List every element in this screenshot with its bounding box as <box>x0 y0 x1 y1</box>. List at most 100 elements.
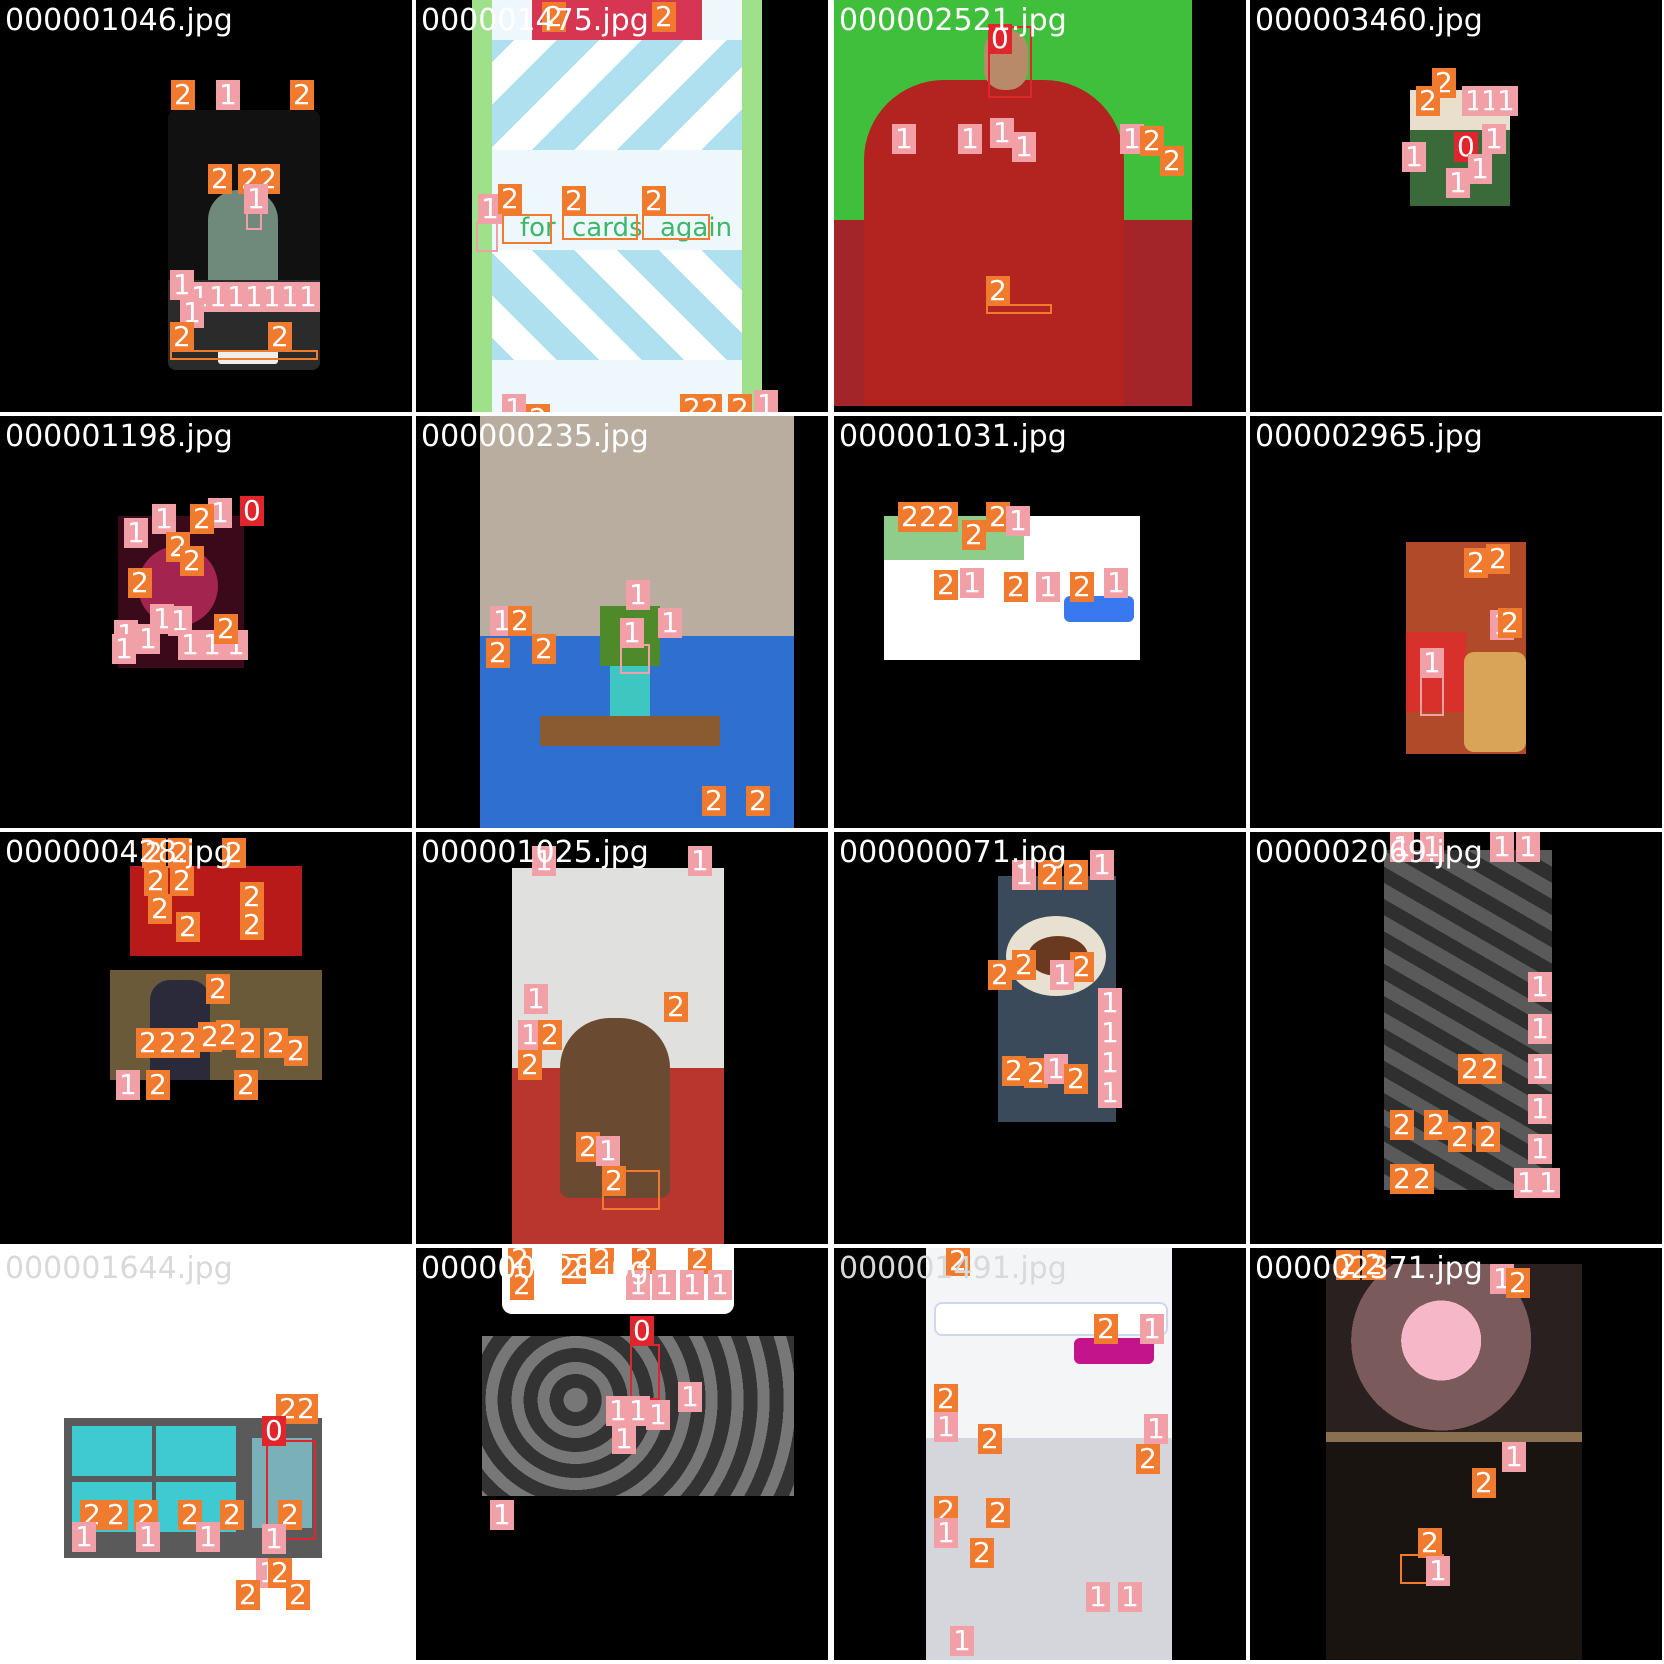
class-label: 2 <box>208 164 232 194</box>
class-label: 2 <box>240 910 264 940</box>
tile[interactable]: 000001025.jpg 1 1 1 1 2 2 2 2 1 2 <box>416 832 828 1244</box>
keyboard-screenshot <box>926 1248 1172 1660</box>
class-label: 2 <box>562 186 586 216</box>
class-label: 2 <box>1024 1058 1048 1088</box>
tile[interactable]: 000002069.jpg 1 1 1 1 1 2 2 1 2 2 2 2 1 … <box>1250 832 1662 1244</box>
class-label: 2 <box>632 1248 656 1274</box>
class-label: 2 <box>1012 950 1036 980</box>
class-label: 2 <box>234 1070 258 1100</box>
class-label: 1 <box>224 282 248 312</box>
class-label: 2 <box>576 1132 600 1162</box>
class-label: 2 <box>986 1498 1010 1528</box>
class-label: 2 <box>508 1248 532 1274</box>
class-label: 1 <box>1516 832 1540 862</box>
class-label: 1 <box>1006 506 1030 536</box>
class-label: 2 <box>1064 1064 1088 1094</box>
class-label: 1 <box>754 390 778 412</box>
class-label: 2 <box>1094 1314 1118 1344</box>
class-label: 1 <box>680 1270 704 1300</box>
class-label: 2 <box>171 80 195 110</box>
class-label: 1 <box>244 184 268 214</box>
detection-box <box>562 214 638 240</box>
tile[interactable]: 000002521.jpg 0 1 1 1 1 1 2 2 2 <box>834 0 1246 412</box>
class-label: 1 <box>1536 1168 1560 1198</box>
tile[interactable]: 000000128.jpg 2 2 2 2 2 2 1 1 1 1 0 1 1 … <box>416 1248 828 1660</box>
tile[interactable]: 000001644.jpg 2 2 0 2 2 2 2 2 2 1 1 1 1 … <box>0 1248 412 1660</box>
class-label: 1 <box>124 518 148 548</box>
class-label: 2 <box>652 2 676 32</box>
class-label: 2 <box>986 276 1010 306</box>
class-label: 1 <box>1036 572 1060 602</box>
tile[interactable]: 000000428.jpg 2 2 2 2 2 2 2 2 2 2 2 2 2 … <box>0 832 412 1244</box>
class-label: 1 <box>1528 1134 1552 1164</box>
class-label: 2 <box>216 1020 240 1050</box>
detection-box <box>502 214 552 244</box>
game-word: for <box>520 213 556 243</box>
class-label: 1 <box>1098 988 1122 1018</box>
class-label: 1 <box>490 1500 514 1530</box>
class-label: 1 <box>532 846 556 876</box>
file-name: 000002521.jpg <box>839 3 1067 38</box>
tile[interactable]: 000000071.jpg 1 2 2 1 2 2 2 1 1 1 1 1 2 … <box>834 832 1246 1244</box>
class-label: 1 <box>524 984 548 1014</box>
tile[interactable]: 000003460.jpg 2 2 1 1 1 1 0 1 1 1 <box>1250 0 1662 412</box>
class-label: 1 <box>1468 154 1492 184</box>
class-label: 2 <box>290 80 314 110</box>
class-label: 2 <box>934 502 958 532</box>
class-label: 1 <box>170 270 194 300</box>
class-label: 2 <box>170 866 194 896</box>
tile[interactable]: 000002965.jpg 2 2 1 2 1 <box>1250 416 1662 828</box>
class-label: 2 <box>294 1394 318 1424</box>
tile[interactable]: 000001031.jpg 2 2 2 2 2 1 2 1 2 1 2 1 <box>834 416 1246 828</box>
class-label: 1 <box>934 1518 958 1548</box>
class-label: 1 <box>1012 132 1036 162</box>
file-name: 000003460.jpg <box>1255 3 1483 38</box>
tile[interactable]: 000002371.jpg 2 2 1 2 1 2 2 1 <box>1250 1248 1662 1660</box>
class-label: 1 <box>116 1070 140 1100</box>
tile[interactable]: 000001491.jpg 2 2 1 2 1 2 1 2 2 2 1 1 2 … <box>834 1248 1246 1660</box>
class-label: 1 <box>180 298 204 328</box>
class-label: 1 <box>296 282 320 312</box>
class-label: 0 <box>240 496 264 526</box>
class-label: 1 <box>260 282 284 312</box>
class-label: 2 <box>1506 1268 1530 1298</box>
class-label: 2 <box>680 394 704 412</box>
tile[interactable]: 000001046.jpg 2 1 2 2 2 2 1 1 1 1 1 1 1 … <box>0 0 412 412</box>
class-label: 1 <box>1140 1314 1164 1344</box>
class-label: 1 <box>1490 832 1514 862</box>
file-name: 000002371.jpg <box>1255 1251 1483 1286</box>
class-label: 2 <box>286 1580 310 1610</box>
class-label: 1 <box>242 282 266 312</box>
class-label: 0 <box>630 1316 654 1346</box>
file-name: 000001025.jpg <box>421 835 649 870</box>
tile[interactable]: 000001198.jpg 0 1 1 2 2 1 2 2 1 1 1 1 1 … <box>0 416 412 828</box>
class-label: 1 <box>620 618 644 648</box>
class-label: 2 <box>236 1580 260 1610</box>
class-label: 1 <box>606 1396 630 1426</box>
tile[interactable]: 000000235.jpg 1 1 2 1 2 2 1 2 2 <box>416 416 828 828</box>
video-frame <box>834 0 1192 406</box>
class-label: 1 <box>950 1626 974 1656</box>
class-label: 2 <box>156 1028 180 1058</box>
detection-box <box>266 1440 316 1540</box>
class-label: 2 <box>1418 1528 1442 1558</box>
class-label: 1 <box>612 1424 636 1454</box>
tile[interactable]: for cards again 000001475.jpg 2 2 1 2 2 … <box>416 0 828 412</box>
class-label: 2 <box>1140 126 1164 156</box>
class-label: 2 <box>510 1270 534 1300</box>
class-label: 2 <box>1136 1444 1160 1474</box>
file-name: 000002965.jpg <box>1255 419 1483 454</box>
class-label: 1 <box>1420 648 1444 678</box>
file-name: 000000235.jpg <box>421 419 649 454</box>
class-label: 1 <box>688 846 712 876</box>
file-name: 000001475.jpg <box>421 3 649 38</box>
class-label: 2 <box>1476 1122 1500 1152</box>
class-label: 1 <box>678 1382 702 1412</box>
class-label: 1 <box>136 1522 160 1552</box>
class-label: 1 <box>152 504 176 534</box>
class-label: 1 <box>958 124 982 154</box>
class-label: 1 <box>206 282 230 312</box>
class-label: 1 <box>1528 972 1552 1002</box>
class-label: 2 <box>698 394 722 412</box>
